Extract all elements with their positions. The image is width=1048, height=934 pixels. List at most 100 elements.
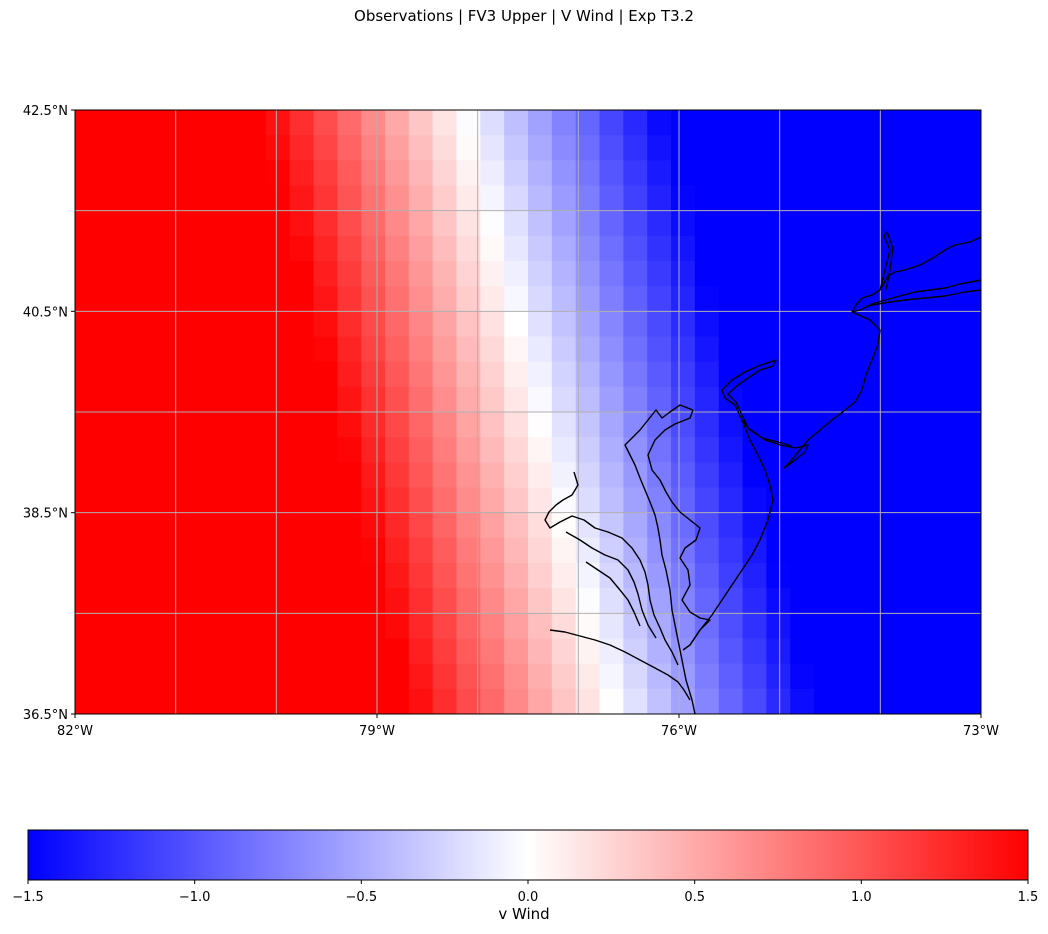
field-cell [909, 311, 934, 338]
field-cell [551, 311, 577, 338]
colorbar-label: v Wind [498, 905, 550, 923]
gridlines [75, 110, 981, 714]
field-cell [575, 235, 601, 262]
field-cell [528, 412, 553, 438]
field-cell [718, 110, 744, 136]
field-cell [98, 613, 124, 640]
field-cell [551, 613, 577, 640]
field-cell [218, 210, 243, 237]
field-cell [885, 462, 911, 489]
field-cell [766, 688, 791, 714]
field-cell [718, 185, 744, 212]
field-cell [432, 638, 458, 665]
field-cell [718, 638, 744, 665]
field-cell [122, 336, 148, 363]
field-cell [861, 235, 887, 262]
field-cell [647, 185, 672, 212]
field-cell [694, 563, 720, 589]
field-cell [480, 688, 505, 714]
field-cell [218, 563, 243, 589]
field-cell [218, 286, 243, 312]
field-cell [528, 563, 553, 589]
field-cell [528, 311, 553, 338]
colorbar-tick-label: −0.5 [346, 890, 378, 905]
field-cell [408, 160, 434, 187]
field-cell [814, 537, 839, 564]
field-cell [623, 261, 648, 287]
field-cell [933, 462, 958, 489]
field-cell [742, 135, 768, 161]
field-cell [718, 588, 744, 614]
field-cell [957, 462, 981, 489]
field-cell [194, 110, 219, 136]
field-cell [408, 412, 434, 438]
field-cell [313, 588, 338, 614]
field-cell [337, 537, 362, 564]
field-cell [861, 437, 887, 463]
field-cell [194, 210, 219, 237]
field-cell [361, 261, 386, 287]
field-cell [885, 487, 911, 514]
field-cell [861, 563, 887, 589]
field-cell [313, 311, 338, 338]
field-cell [766, 563, 791, 589]
field-cell [170, 361, 195, 388]
field-cell [599, 235, 624, 262]
field-cell [408, 336, 434, 363]
field-cell [384, 663, 410, 690]
field-cell [384, 613, 410, 640]
field-cell [98, 210, 124, 237]
field-cell [408, 361, 434, 388]
field-cell [575, 160, 601, 187]
x-tick-label: 82°W [57, 724, 93, 739]
field-cell [75, 110, 100, 136]
field-cell [766, 537, 791, 564]
field-cell [909, 386, 934, 413]
field-cell [75, 412, 100, 438]
field-cell [814, 663, 839, 690]
field-cell [837, 311, 863, 338]
field-cell [480, 185, 505, 212]
field-cell [408, 185, 434, 212]
field-cell [289, 135, 315, 161]
field-cell [885, 386, 911, 413]
field-cell [551, 160, 577, 187]
field-cell [599, 135, 624, 161]
field-cell [790, 613, 815, 640]
field-cell [814, 235, 839, 262]
field-cell [337, 563, 362, 589]
field-cell [551, 261, 577, 287]
field-cell [384, 638, 410, 665]
field-cell [694, 261, 720, 287]
field-cell [623, 336, 648, 363]
colorbar-ticks: −1.5 −1.0 −0.5 0.0 0.5 1.0 1.5 [12, 880, 1038, 905]
field-cell [528, 286, 553, 312]
field-cell [718, 462, 744, 489]
field-cell [694, 412, 720, 438]
field-cell [718, 311, 744, 338]
field-cell [146, 613, 171, 640]
field-cell [957, 412, 981, 438]
field-cell [814, 311, 839, 338]
field-cell [504, 311, 529, 338]
field-cell [361, 235, 386, 262]
field-cell [408, 613, 434, 640]
field-cell [694, 160, 720, 187]
y-tick-label: 42.5°N [23, 104, 68, 119]
colorbar-tick-label: 1.0 [851, 890, 872, 905]
field-cell [480, 336, 505, 363]
field-cell [289, 361, 315, 388]
field-cell [671, 412, 696, 438]
field-cell [456, 487, 481, 514]
field-cell [861, 512, 887, 539]
field-cell [599, 412, 624, 438]
field-cell [671, 688, 696, 714]
field-cell [218, 386, 243, 413]
field-cell [718, 437, 744, 463]
field-cell [575, 210, 601, 237]
field-cell [790, 235, 815, 262]
field-cell [694, 663, 720, 690]
field-cell [289, 185, 315, 212]
field-cell [75, 135, 100, 161]
field-cell [742, 638, 768, 665]
